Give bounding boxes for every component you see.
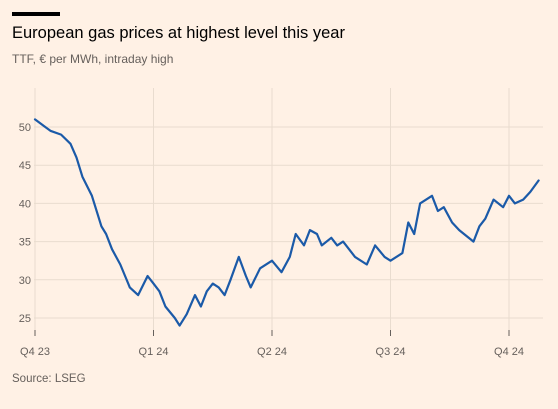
y-tick-label: 40 xyxy=(19,198,31,210)
y-tick-label: 30 xyxy=(19,275,31,287)
series-layer xyxy=(33,118,540,327)
line-chart: 25 30 35 40 45 50 Q4 23 Q1 24 Q2 24 Q3 24 Q4 24 xyxy=(19,88,543,358)
y-tick-label: 25 xyxy=(19,313,31,325)
y-tick-labels: 25 30 35 40 45 50 xyxy=(19,122,31,325)
grid-layer xyxy=(34,88,543,330)
chart-subtitle: TTF, € per MWh, intraday high xyxy=(12,52,174,66)
chart-title: European gas prices at highest level thi… xyxy=(12,24,345,42)
x-tick-label: Q4 24 xyxy=(494,346,524,358)
series-line xyxy=(33,118,540,327)
y-tick-label: 35 xyxy=(19,237,31,249)
x-tick-label: Q1 24 xyxy=(139,346,169,358)
top-rule xyxy=(12,12,60,16)
x-tick-label: Q2 24 xyxy=(257,346,287,358)
x-tick-label: Q3 24 xyxy=(376,346,406,358)
x-tick-labels: Q4 23 Q1 24 Q2 24 Q3 24 Q4 24 xyxy=(20,330,524,358)
source-note: Source: LSEG xyxy=(12,373,86,385)
y-tick-label: 45 xyxy=(19,160,31,172)
y-tick-label: 50 xyxy=(19,122,31,134)
x-tick-label: Q4 23 xyxy=(20,346,50,358)
